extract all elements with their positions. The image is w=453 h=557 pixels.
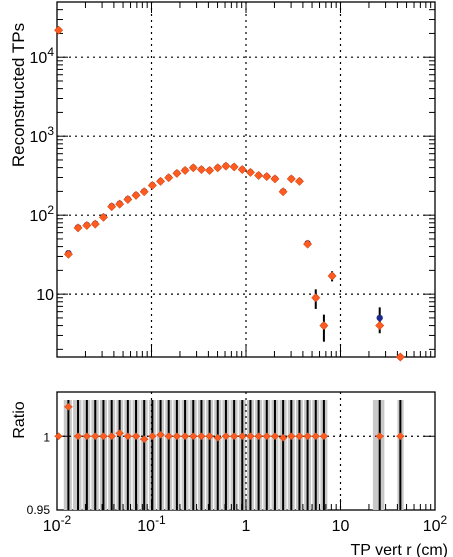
top-error-bars <box>67 165 381 342</box>
bottom-xtick-labels: 10-2 10-1 1 10 102 <box>43 513 448 535</box>
series-b-point <box>73 223 83 233</box>
ratio-point <box>319 432 328 441</box>
series-b-point <box>213 163 223 173</box>
ratio-point <box>221 432 230 441</box>
series-b-point <box>303 239 313 249</box>
series-b-point <box>311 293 321 303</box>
series-b-point <box>107 202 117 212</box>
ratio-point <box>205 432 214 441</box>
series-b-point <box>82 220 92 231</box>
top-ytick-label: 102 <box>30 203 55 225</box>
series-a-point <box>376 314 383 322</box>
series-b-point <box>131 190 141 200</box>
top-ylabel: Reconstructed TPs <box>9 23 28 167</box>
ratio-point <box>123 432 132 441</box>
series-b-point <box>205 165 215 176</box>
top-ytick-label: 104 <box>30 45 55 67</box>
bottom-xtick-label: 1 <box>242 518 251 535</box>
ratio-point <box>246 432 255 441</box>
bottom-ytick-labels: 0.95 1 <box>27 430 51 517</box>
series-b-point <box>327 271 337 281</box>
ratio-point <box>82 432 91 441</box>
series-b-point <box>98 212 108 222</box>
series-b-point <box>245 167 256 177</box>
series-b-point <box>90 219 100 229</box>
bottom-xtick-label: 10 <box>332 518 350 535</box>
series-b-point <box>147 180 157 190</box>
series-b-point <box>270 174 280 184</box>
series-b-point <box>172 168 182 178</box>
ratio-point <box>197 432 206 441</box>
bottom-ytick-label: 1 <box>43 430 50 444</box>
series-b-point <box>395 352 405 362</box>
bottom-panel: 0.95 1 10-2 10-1 1 10 102 Ratio TP vert r (cm… <box>11 391 448 557</box>
ratio-point <box>295 432 304 441</box>
ratio-point <box>279 433 288 442</box>
ratio-point <box>238 432 247 441</box>
ratio-error-bars <box>67 400 402 510</box>
bottom-ylabel: Ratio <box>11 401 28 438</box>
ratio-point <box>107 432 116 441</box>
ratio-point <box>311 432 320 441</box>
ratio-point <box>91 432 100 441</box>
ratio-point <box>172 432 181 441</box>
series-b-point <box>254 170 264 181</box>
ratio-point <box>140 435 149 444</box>
series-b-point <box>164 173 174 183</box>
series-b-point <box>262 172 272 182</box>
ratio-point <box>230 432 239 441</box>
x-axis-label: TP vert r (cm) <box>351 542 448 557</box>
top-grid <box>57 2 435 357</box>
ratio-point <box>189 432 198 441</box>
series-b-point <box>123 194 133 205</box>
ratio-point <box>54 432 63 441</box>
series-b-point <box>221 161 231 171</box>
ratio-point <box>148 432 157 441</box>
bottom-xtick-label: 10-2 <box>43 513 72 535</box>
series-b-point <box>54 25 64 35</box>
bottom-ytick-label: 0.95 <box>27 503 51 517</box>
ratio-point <box>254 432 263 441</box>
ratio-point <box>132 432 140 441</box>
top-ytick-labels: 10 102 103 104 <box>30 45 55 304</box>
ratio-point <box>164 432 173 441</box>
series-b-point <box>180 165 190 176</box>
series-b-point <box>229 162 239 172</box>
top-ytick-label: 10 <box>36 287 54 304</box>
ratio-point <box>396 432 405 441</box>
ratio-point <box>74 432 83 441</box>
ratio-point <box>262 432 271 441</box>
top-panel: 10 102 103 104 Reconstructed TPs <box>9 1 436 362</box>
series-b-point <box>188 163 198 173</box>
ratio-point <box>375 432 384 441</box>
series-b-point <box>237 164 247 175</box>
series-b-point <box>375 321 385 331</box>
ratio-point <box>64 402 73 411</box>
series-b-point <box>286 174 296 184</box>
bottom-xtick-label: 10-1 <box>137 513 166 535</box>
series-b-point <box>294 176 304 186</box>
series-b-point <box>139 187 149 197</box>
series-b-point <box>115 199 125 209</box>
bottom-xtick-label: 102 <box>423 513 448 535</box>
series-b-point <box>319 321 329 331</box>
ratio-point <box>287 432 296 441</box>
series-b-point <box>156 176 166 186</box>
ratio-point <box>99 432 108 441</box>
top-ytick-label: 103 <box>30 124 55 146</box>
series-b-point <box>63 249 73 259</box>
ratio-band <box>372 400 385 510</box>
series-b-point <box>278 187 288 197</box>
ratio-point <box>270 432 279 441</box>
ratio-point <box>115 429 124 438</box>
ratio-points <box>54 402 405 444</box>
series-b-point <box>196 164 206 175</box>
top-ticks <box>56 1 435 357</box>
ratio-point <box>213 433 222 442</box>
ratio-point <box>181 432 190 441</box>
top-points <box>54 25 405 362</box>
ratio-point <box>156 430 165 439</box>
ratio-point <box>303 432 312 441</box>
